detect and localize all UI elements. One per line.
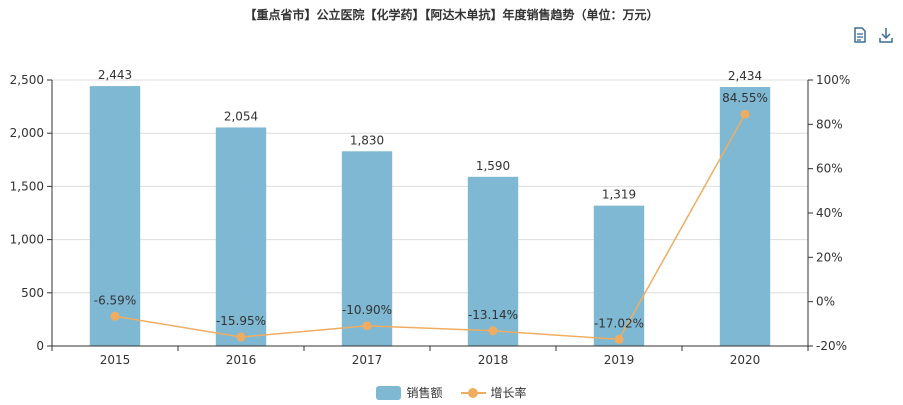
growth-point — [236, 332, 246, 342]
x-tick-label: 2015 — [100, 353, 131, 367]
bar — [89, 86, 141, 347]
growth-point — [110, 311, 120, 321]
growth-value-label: -17.02% — [594, 316, 644, 330]
y-left-tick-label: 0 — [36, 339, 44, 353]
grid-layer — [52, 79, 808, 294]
y-right-tick-label: 0% — [816, 295, 835, 309]
y-left-tick-label: 2,000 — [10, 126, 44, 140]
legend-item-sales[interactable]: 销售额 — [376, 384, 443, 401]
chart-canvas: 0 500 1,000 1,500 2,000 2,500 -20% 0% 20% 40% 60% 8… — [10, 68, 851, 367]
label-layer: 2,443 2,054 1,830 1,590 1,319 2,434 -6.59% -15.… — [94, 68, 768, 330]
growth-line — [114, 113, 746, 341]
y-right-tick-label: 40% — [816, 206, 843, 220]
growth-point — [362, 321, 372, 331]
legend-item-growth[interactable]: 增长率 — [460, 384, 527, 401]
growth-value-label: -15.95% — [216, 314, 266, 328]
y-right-tick-label: -20% — [816, 339, 847, 353]
y-left-tick-label: 2,500 — [10, 73, 44, 87]
bar-value-label: 2,434 — [728, 69, 762, 83]
growth-point — [488, 326, 498, 336]
growth-point — [740, 109, 750, 119]
x-tick-label: 2018 — [478, 353, 509, 367]
bar-value-label: 1,319 — [602, 188, 636, 202]
bar — [593, 205, 645, 346]
y-left-tick-label: 500 — [21, 286, 44, 300]
x-tick-label: 2020 — [730, 353, 761, 367]
legend-label-growth: 增长率 — [490, 386, 527, 400]
growth-value-label: -10.90% — [342, 303, 392, 317]
y-right-tick-label: 80% — [816, 117, 843, 131]
download-icon[interactable] — [877, 26, 895, 44]
x-tick-label: 2019 — [604, 353, 635, 367]
y-left-tick-label: 1,500 — [10, 179, 44, 193]
bar-value-label: 2,443 — [98, 68, 132, 82]
line-layer — [110, 109, 750, 344]
legend-bar-swatch — [376, 385, 402, 400]
x-tick-label: 2016 — [226, 353, 257, 367]
y-left-tick-label: 1,000 — [10, 233, 44, 247]
bar — [215, 127, 267, 346]
growth-value-label: -6.59% — [94, 293, 136, 307]
bar — [467, 176, 519, 346]
growth-value-label: 84.55% — [722, 91, 768, 105]
toolbox — [851, 26, 895, 44]
chart-title: 【重点省市】公立医院【化学药】【阿达木单抗】年度销售趋势（单位：万元） — [244, 8, 659, 22]
growth-point — [614, 334, 624, 344]
bar-value-label: 2,054 — [224, 109, 258, 123]
bar — [719, 87, 771, 346]
y-right-tick-label: 100% — [816, 73, 850, 87]
y-right-tick-label: 20% — [816, 250, 843, 264]
document-icon[interactable] — [851, 26, 869, 44]
bar-value-label: 1,830 — [350, 133, 384, 147]
x-tick-label: 2017 — [352, 353, 383, 367]
growth-value-label: -13.14% — [468, 308, 518, 322]
legend-line-swatch — [460, 386, 486, 400]
legend-label-sales: 销售额 — [406, 386, 443, 400]
bar-layer — [89, 86, 771, 347]
legend: 销售额 增长率 — [0, 384, 903, 401]
bar — [341, 151, 393, 346]
y-right-tick-label: 60% — [816, 162, 843, 176]
axis-layer: 0 500 1,000 1,500 2,000 2,500 -20% 0% 20% 40% 60% 8… — [10, 73, 851, 367]
bar-value-label: 1,590 — [476, 159, 510, 173]
